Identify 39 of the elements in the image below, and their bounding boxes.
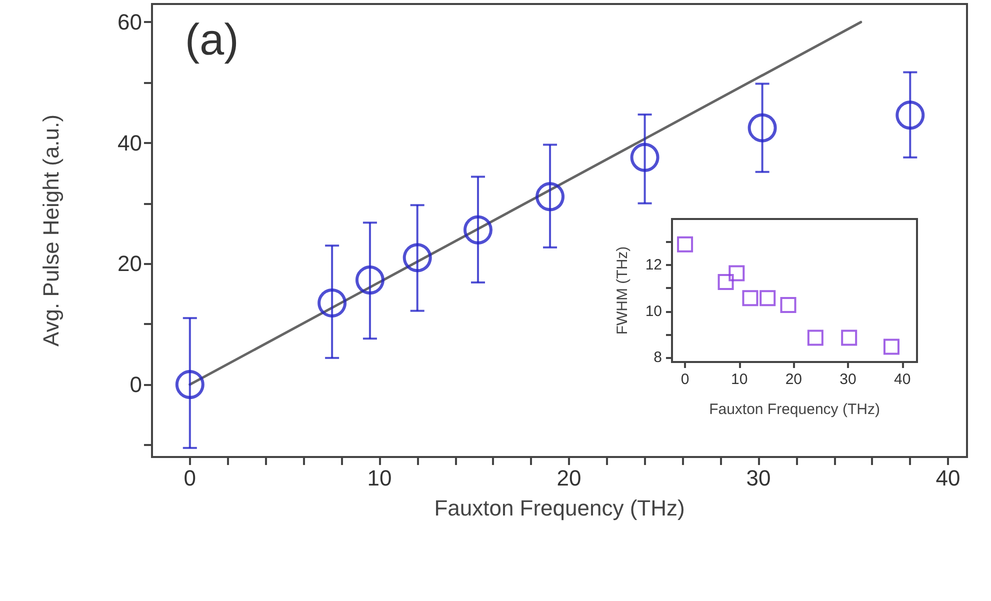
- point: [677, 236, 694, 252]
- point: [807, 330, 824, 346]
- point: [464, 215, 492, 244]
- x-tick-label: 10: [731, 371, 748, 388]
- point: [760, 290, 776, 306]
- point: [718, 274, 734, 290]
- x-tick-label: 40: [936, 466, 960, 490]
- y-tick-label: 20: [118, 251, 142, 276]
- x-tick-label: 20: [556, 466, 582, 490]
- x-tick-label: 20: [785, 371, 802, 388]
- point: [175, 370, 204, 400]
- point: [630, 142, 660, 172]
- y-tick-label: 12: [645, 256, 662, 274]
- x-axis-title: Fauxton Frequency (THz): [709, 401, 880, 418]
- point: [355, 266, 384, 295]
- y-axis-title: FWHM (THz): [614, 246, 631, 335]
- y-axis-title: Avg. Pulse Height (a.u.): [38, 114, 64, 346]
- point: [742, 290, 758, 306]
- y-tick-label: 40: [118, 130, 142, 156]
- x-tick-label: 10: [367, 466, 392, 490]
- point: [318, 288, 347, 318]
- x-tick-label: 30: [746, 466, 771, 490]
- point: [896, 100, 925, 130]
- y-tick-label: 10: [645, 302, 662, 320]
- x-tick-label: 40: [894, 371, 911, 388]
- point: [883, 338, 900, 355]
- x-tick-label: 0: [680, 371, 690, 388]
- y-tick-label: 60: [118, 10, 142, 35]
- point: [536, 182, 565, 212]
- x-axis-title: Fauxton Frequency (THz): [434, 496, 685, 520]
- point: [402, 243, 432, 272]
- point: [728, 265, 745, 282]
- point: [780, 297, 796, 314]
- point: [748, 113, 777, 142]
- x-tick-label: 30: [840, 371, 856, 388]
- point: [841, 330, 858, 346]
- x-tick-label: 0: [184, 466, 196, 490]
- y-tick-label: 8: [654, 348, 662, 366]
- annotation: (a): [185, 16, 239, 64]
